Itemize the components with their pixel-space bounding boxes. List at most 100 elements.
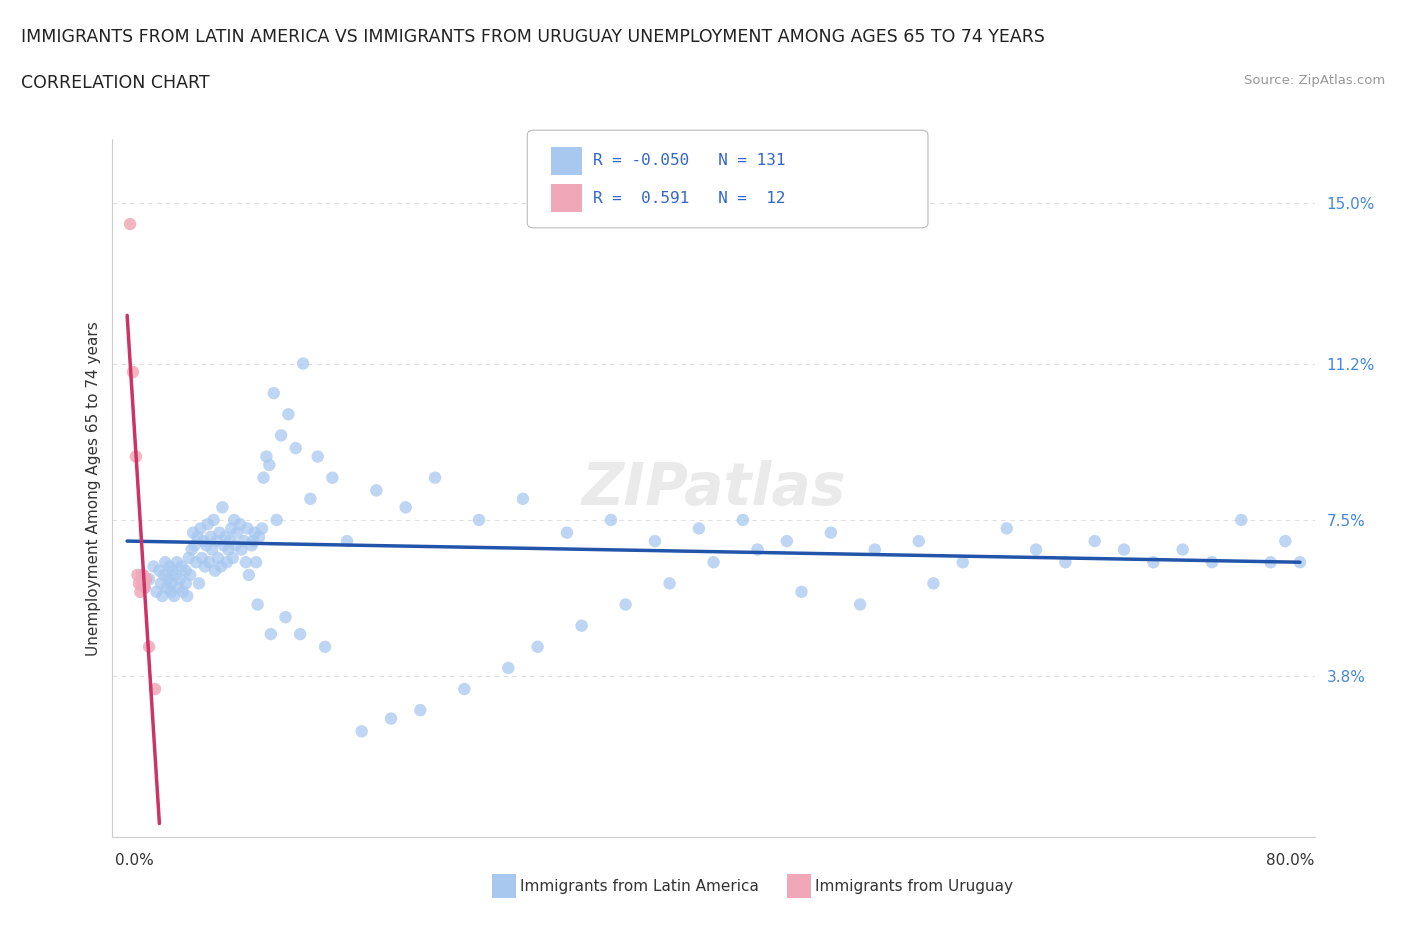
- Point: [314, 639, 336, 654]
- Text: Source: ZipAtlas.com: Source: ZipAtlas.com: [1244, 74, 1385, 87]
- Point: [468, 512, 491, 527]
- Point: [233, 534, 256, 549]
- Point: [176, 589, 198, 604]
- Point: [172, 584, 194, 599]
- Point: [138, 639, 160, 654]
- Point: [165, 567, 187, 582]
- Point: [208, 525, 231, 540]
- Point: [453, 682, 475, 697]
- Point: [194, 559, 217, 574]
- Point: [183, 538, 205, 552]
- Point: [125, 449, 148, 464]
- Point: [157, 572, 180, 587]
- Point: [156, 580, 179, 595]
- Point: [135, 572, 157, 587]
- Text: CORRELATION CHART: CORRELATION CHART: [21, 74, 209, 92]
- Point: [204, 564, 226, 578]
- Text: 0.0%: 0.0%: [115, 853, 155, 868]
- Point: [134, 580, 156, 595]
- Text: 80.0%: 80.0%: [1267, 853, 1315, 868]
- Point: [122, 365, 145, 379]
- Point: [243, 525, 266, 540]
- Point: [152, 567, 174, 582]
- Point: [242, 534, 264, 549]
- Point: [1112, 542, 1135, 557]
- Point: [145, 584, 167, 599]
- Point: [247, 529, 270, 544]
- Point: [1289, 555, 1312, 570]
- Point: [186, 529, 208, 544]
- Point: [236, 521, 259, 536]
- Point: [380, 711, 402, 726]
- Point: [225, 538, 247, 552]
- Point: [259, 458, 281, 472]
- Point: [160, 584, 183, 599]
- Point: [138, 572, 160, 587]
- Point: [776, 534, 799, 549]
- Point: [190, 521, 212, 536]
- Point: [284, 441, 307, 456]
- Point: [134, 580, 156, 595]
- Y-axis label: Unemployment Among Ages 65 to 74 years: Unemployment Among Ages 65 to 74 years: [86, 321, 101, 656]
- Point: [207, 551, 229, 565]
- Point: [181, 525, 204, 540]
- Point: [995, 521, 1018, 536]
- Point: [174, 576, 197, 591]
- Point: [195, 538, 218, 552]
- Point: [128, 576, 150, 591]
- Point: [120, 217, 142, 232]
- Point: [197, 517, 219, 532]
- Point: [263, 386, 285, 401]
- Point: [143, 682, 166, 697]
- Point: [395, 499, 418, 514]
- Point: [224, 512, 246, 527]
- Point: [498, 660, 520, 675]
- Point: [658, 576, 681, 591]
- Point: [321, 471, 343, 485]
- Point: [177, 551, 200, 565]
- Point: [849, 597, 872, 612]
- Point: [260, 627, 283, 642]
- Point: [240, 538, 263, 552]
- Point: [907, 534, 929, 549]
- Point: [512, 491, 534, 506]
- Point: [211, 499, 233, 514]
- Point: [217, 542, 239, 557]
- Point: [160, 576, 183, 591]
- Point: [245, 555, 267, 570]
- Point: [366, 483, 388, 498]
- Point: [193, 534, 215, 549]
- Point: [155, 555, 177, 570]
- Point: [277, 406, 299, 421]
- Point: [170, 559, 193, 574]
- Point: [555, 525, 578, 540]
- Point: [350, 724, 373, 738]
- Point: [205, 534, 228, 549]
- Point: [952, 555, 974, 570]
- Point: [270, 428, 292, 443]
- Point: [747, 542, 769, 557]
- Point: [702, 555, 725, 570]
- Point: [218, 534, 240, 549]
- Point: [132, 567, 155, 582]
- Point: [292, 356, 315, 371]
- Point: [180, 542, 202, 557]
- Point: [219, 521, 242, 536]
- Point: [246, 597, 269, 612]
- Point: [229, 517, 252, 532]
- Point: [209, 559, 232, 574]
- Point: [336, 534, 359, 549]
- Point: [166, 555, 188, 570]
- Point: [188, 576, 211, 591]
- Point: [200, 529, 222, 544]
- Point: [198, 555, 221, 570]
- Point: [127, 567, 149, 582]
- Point: [235, 555, 257, 570]
- Point: [254, 449, 277, 464]
- Point: [159, 559, 181, 574]
- Point: [191, 551, 214, 565]
- Point: [1142, 555, 1164, 570]
- Point: [150, 589, 173, 604]
- Point: [863, 542, 886, 557]
- Point: [1260, 555, 1282, 570]
